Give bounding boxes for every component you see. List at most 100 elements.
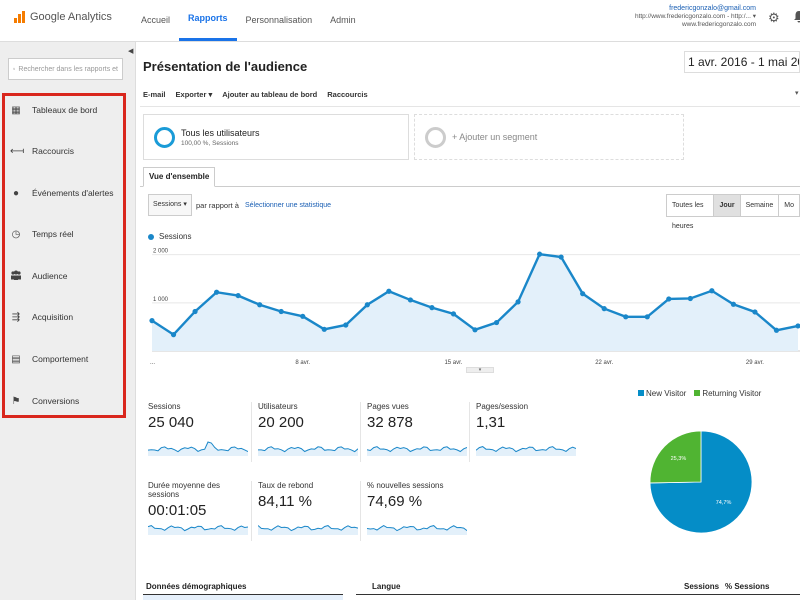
data-point[interactable] [709,288,715,294]
data-point[interactable] [343,322,349,328]
demographics-heading: Données démographiques [146,582,247,591]
data-point[interactable] [149,318,155,324]
nav-rapports[interactable]: Rapports [179,0,237,41]
data-point[interactable] [644,314,650,320]
sidebar-search-input[interactable]: Rechercher dans les rapports et [8,58,123,80]
pie-legend: New Visitor Returning Visitor [638,389,761,398]
segment-ring-icon [154,126,175,148]
y-tick-label: 2 000 [153,249,169,255]
export-button[interactable]: Exporter ▾ [175,90,213,99]
granularity-buttons: Toutes les heures Jour Semaine Mo [666,194,800,230]
sidebar-item-conversions[interactable]: ⚑ Conversions [10,391,80,411]
gear-icon[interactable]: ⚙ [768,10,780,25]
data-point[interactable] [257,302,263,308]
sidebar-item-tableaux-de-bord[interactable]: ▦ Tableaux de bord [10,100,97,120]
x-tick-label: 22 avr. [595,360,613,366]
add-segment-label: + Ajouter un segment [452,132,538,142]
data-point[interactable] [752,309,758,315]
sparkline [367,446,467,456]
metric-label: Taux de rebond [258,481,314,490]
sidebar-item-audience[interactable]: Audience [10,266,67,286]
date-range-picker[interactable]: 1 avr. 2016 - 1 mai 2016 [684,51,800,73]
app-logo[interactable]: Google Analytics [14,11,112,23]
data-point[interactable] [537,251,543,257]
report-toolbar: E-mail Exporter ▾ Ajouter au tableau de … [143,90,368,99]
tab-divider [140,186,800,187]
people-icon [10,270,22,283]
data-point[interactable] [730,301,737,307]
bell-icon[interactable] [793,10,800,26]
sessions-column-header: Sessions [684,582,720,591]
sidebar-item-label: Audience [32,271,68,281]
week-button[interactable]: Semaine [739,194,780,217]
data-point[interactable] [278,308,284,315]
data-point[interactable] [429,305,435,311]
sidebar [0,42,136,600]
data-point[interactable] [386,288,392,294]
sidebar-item-evenements-alertes[interactable]: ● Événements d'alertes [10,183,114,203]
chart-resize-handle[interactable]: ▾ [466,367,494,373]
day-button[interactable]: Jour [713,194,741,217]
tab-overview[interactable]: Vue d'ensemble [143,167,216,187]
legend-item-new-visitor: New Visitor [638,389,686,398]
data-point[interactable] [580,291,586,297]
month-button[interactable]: Mo [778,194,800,217]
account-switcher[interactable]: fredericgonzalo@gmail.com http://www.fre… [635,5,756,28]
sidebar-item-comportement[interactable]: ▤ Comportement [10,349,88,369]
data-point[interactable] [493,319,500,326]
data-point[interactable] [623,314,629,320]
legend-swatch [148,233,154,240]
legend-swatch [694,390,701,396]
nav-accueil[interactable]: Accueil [141,15,171,25]
caret-down-icon[interactable]: ▾ [795,90,799,97]
sparkline-line [476,446,576,453]
data-point[interactable] [300,313,306,319]
data-point[interactable] [407,297,413,303]
data-point[interactable] [601,306,607,312]
sparkline [258,446,358,456]
metric-label: Durée moyenne des sessions [148,481,221,499]
add-segment-button[interactable]: + Ajouter un segment [414,114,684,160]
email-button[interactable]: E-mail [143,90,166,99]
pie-slice[interactable] [649,430,753,534]
nav-admin[interactable]: Admin [330,15,356,25]
sparkline-line [367,446,467,453]
data-point[interactable] [214,289,220,295]
metric-select[interactable]: Sessions ▾ [148,194,192,216]
sidebar-item-temps-reel[interactable]: ◷ Temps réel [10,224,74,244]
sparkline-line [258,446,358,453]
data-point[interactable] [170,332,177,338]
data-point[interactable] [192,308,198,315]
data-point[interactable] [235,292,241,299]
data-point[interactable] [795,323,800,329]
data-point[interactable] [515,299,521,305]
visitor-pie-chart: 74,7% 25,3% [649,430,753,534]
nav-personnalisation[interactable]: Personnalisation [245,15,313,25]
sidebar-item-label: Acquisition [32,312,74,322]
data-point[interactable] [773,327,780,333]
data-point[interactable] [472,327,478,333]
x-tick-label: 8 avr. [295,360,310,366]
x-tick-label: ... [150,360,155,366]
search-icon [13,67,16,71]
sidebar-item-acquisition[interactable]: ⇶ Acquisition [10,307,73,327]
x-tick-label: 29 avr. [746,360,764,366]
y-tick-label: 1 000 [153,297,169,303]
hourly-button[interactable]: Toutes les heures [666,194,715,230]
metric-users: Utilisateurs 20 200 [251,402,358,462]
segment-all-users[interactable]: Tous les utilisateurs 100,00 %, Sessions [143,114,409,160]
sidebar-item-raccourcis[interactable]: ⟻ Raccourcis [10,141,74,161]
pie-slice[interactable] [649,430,702,484]
shortcuts-button[interactable]: Raccourcis [327,90,368,99]
data-point[interactable] [687,295,693,302]
add-to-dashboard-button[interactable]: Ajouter au tableau de bord [222,90,318,99]
data-point[interactable] [450,311,457,317]
select-statistic-link[interactable]: Sélectionner une statistique [245,202,331,209]
data-point[interactable] [558,254,564,260]
data-point[interactable] [364,302,370,308]
data-point[interactable] [666,296,672,302]
data-point[interactable] [321,326,327,332]
chevron-left-icon[interactable]: ◀ [128,48,134,55]
caret-down-icon: ▾ [183,201,187,208]
search-placeholder: Rechercher dans les rapports et [18,65,118,73]
